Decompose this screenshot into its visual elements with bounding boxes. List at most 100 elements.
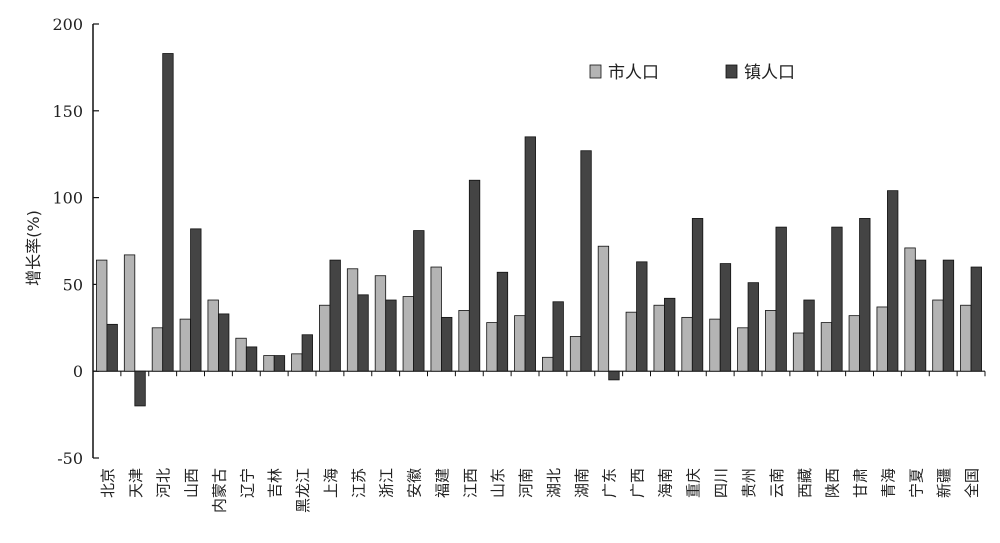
bar-city-8 [319, 304, 331, 372]
category-label: 北京 [99, 468, 117, 498]
category-label: 山西 [183, 468, 201, 498]
bar-city-30 [932, 299, 944, 372]
legend-label-city: 市人口 [608, 63, 659, 83]
legend-swatch-city [589, 64, 602, 79]
bar-town-15 [524, 136, 536, 372]
bar-city-26 [820, 322, 833, 372]
bar-town-8 [329, 259, 341, 372]
bar-town-31 [970, 266, 982, 372]
bar-town-28 [887, 190, 899, 372]
bar-city-24 [765, 310, 777, 372]
bar-city-25 [792, 332, 805, 372]
bar-town-27 [859, 218, 871, 372]
bar-town-20 [664, 297, 676, 372]
bar-city-23 [737, 327, 749, 372]
bar-city-22 [709, 318, 721, 372]
bar-town-13 [468, 179, 481, 372]
category-label: 上海 [322, 468, 340, 498]
category-label: 湖北 [545, 468, 563, 498]
category-label: 天津 [127, 468, 145, 498]
bar-town-12 [441, 316, 453, 372]
bar-city-18 [597, 245, 610, 372]
bar-city-15 [514, 315, 526, 372]
category-label: 四川 [712, 468, 730, 498]
bar-city-14 [486, 322, 498, 372]
category-label: 重庆 [684, 468, 702, 498]
bar-city-10 [374, 275, 387, 372]
bar-city-4 [207, 299, 219, 372]
category-label: 山东 [489, 468, 507, 498]
bar-town-4 [218, 313, 230, 372]
category-label: 贵州 [740, 468, 758, 498]
bar-city-11 [402, 296, 414, 372]
bar-city-31 [960, 304, 972, 372]
bar-town-11 [413, 230, 425, 372]
bar-city-1 [123, 254, 136, 372]
bar-town-25 [803, 299, 815, 372]
bar-city-16 [542, 356, 554, 372]
category-label: 福建 [433, 468, 451, 498]
bar-town-24 [775, 226, 787, 372]
bar-town-7 [301, 334, 313, 372]
bar-town-23 [747, 282, 759, 372]
bar-city-5 [235, 337, 247, 372]
bar-town-9 [357, 294, 369, 372]
category-label: 辽宁 [238, 468, 256, 498]
legend-swatch-town [725, 64, 738, 79]
bar-city-3 [179, 318, 191, 372]
bar-town-26 [831, 226, 843, 372]
bar-city-7 [291, 353, 303, 372]
bar-city-17 [569, 336, 582, 372]
category-label: 海南 [656, 468, 674, 498]
legend-label-town: 镇人口 [744, 63, 795, 83]
bar-city-28 [876, 306, 888, 372]
category-label: 宁夏 [907, 468, 925, 498]
y-tick-label: 150 [52, 102, 83, 121]
category-label: 吉林 [266, 468, 284, 498]
bar-city-19 [625, 311, 637, 372]
bar-town-21 [691, 218, 704, 372]
bar-town-22 [719, 263, 732, 372]
bar-town-16 [552, 301, 564, 372]
category-label: 浙江 [378, 468, 396, 498]
category-label: 甘肃 [852, 468, 870, 498]
bar-city-0 [96, 259, 108, 372]
category-labels: 北京 天津 河北 山西 内蒙古 辽宁 吉林 黑龙江 上海 江苏 浙江 安徽 福建 江西 山东 河南 湖北 湖南 广东… [99, 468, 981, 513]
bar-city-27 [848, 315, 860, 372]
category-label: 青海 [879, 468, 897, 498]
category-label: 湖南 [573, 468, 591, 498]
bars [96, 53, 982, 407]
bar-town-10 [385, 299, 397, 372]
bar-town-5 [245, 346, 258, 372]
category-label: 河北 [155, 468, 173, 498]
y-axis-label: 增长率(%) [24, 210, 43, 286]
y-tick-label: 100 [52, 189, 83, 208]
y-tick-label: 200 [52, 15, 83, 34]
category-label: 内蒙古 [210, 468, 228, 513]
bar-town-1 [134, 370, 146, 407]
bar-city-12 [430, 266, 442, 372]
bar-town-0 [106, 323, 118, 372]
bar-town-29 [914, 259, 927, 372]
category-label: 广东 [601, 468, 619, 498]
bar-town-17 [580, 150, 592, 372]
y-tick-label: 50 [63, 275, 83, 294]
category-label: 江西 [461, 468, 479, 498]
bar-city-2 [151, 327, 164, 372]
bar-town-30 [942, 259, 955, 372]
bar-city-21 [681, 316, 693, 372]
category-label: 西藏 [796, 468, 814, 498]
category-label: 河南 [517, 468, 535, 498]
bar-town-6 [273, 355, 286, 372]
category-label: 云南 [768, 468, 786, 498]
y-tick-label: 0 [73, 362, 83, 381]
category-label: 江苏 [350, 468, 368, 498]
bar-town-18 [608, 370, 620, 381]
bar-town-3 [190, 228, 202, 372]
legend: 市人口 镇人口 [589, 63, 795, 83]
bar-town-14 [496, 271, 509, 372]
category-label: 新疆 [935, 468, 953, 498]
bar-city-9 [346, 268, 359, 372]
bar-city-20 [653, 304, 665, 372]
